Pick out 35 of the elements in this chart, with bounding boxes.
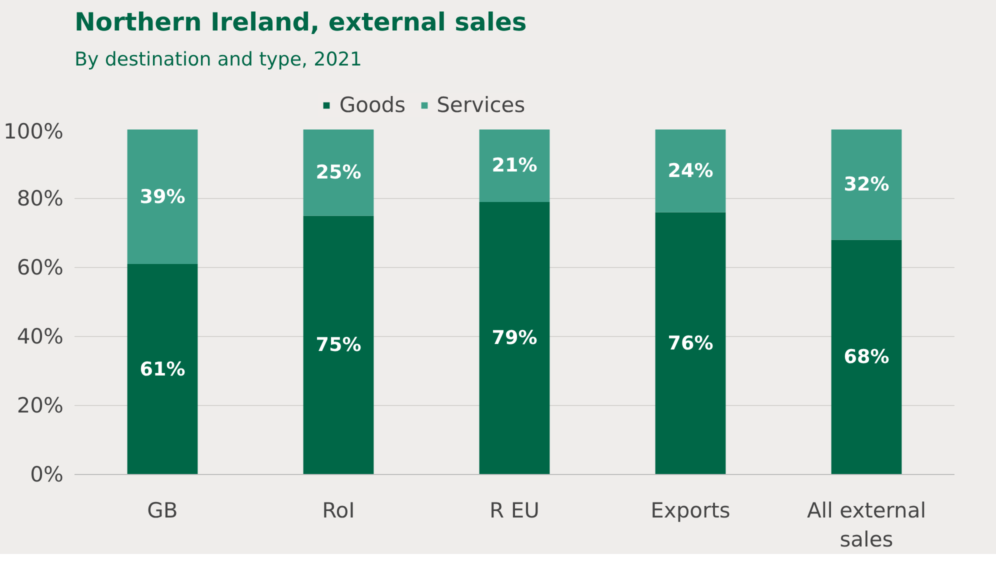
bar — [831, 240, 902, 474]
x-tick-label: All external sales — [806, 498, 926, 552]
y-tick-label: 0% — [30, 462, 64, 486]
data-label: 61% — [140, 358, 186, 380]
x-tick-label: Exports — [650, 498, 730, 522]
y-tick-label: 60% — [16, 256, 64, 280]
y-tick-label: 80% — [16, 186, 64, 210]
bar — [479, 202, 550, 474]
bar — [127, 130, 198, 264]
chart-title: Northern Ireland, external sales — [74, 8, 527, 36]
x-tick-label: RoI — [322, 498, 355, 522]
x-tick-label: GB — [147, 498, 178, 522]
bar — [479, 130, 550, 202]
y-tick-label: 40% — [16, 324, 64, 348]
legend-label: Goods — [339, 93, 406, 117]
bar — [303, 130, 374, 216]
bar — [655, 130, 726, 212]
bar — [127, 264, 198, 474]
y-tick-label: 20% — [16, 394, 64, 418]
data-label: 25% — [316, 162, 362, 184]
data-label: 32% — [844, 174, 890, 196]
data-label: 39% — [140, 186, 186, 208]
legend-label: Services — [436, 93, 526, 117]
bar — [655, 212, 726, 474]
data-label: 68% — [844, 346, 890, 368]
data-label: 79% — [492, 327, 538, 350]
data-label: 76% — [668, 332, 714, 354]
x-tick-label: R EU — [490, 498, 540, 522]
chart-subtitle: By destination and type, 2021 — [74, 48, 362, 70]
bar — [831, 130, 902, 240]
data-label: 21% — [492, 154, 538, 177]
bar — [303, 216, 374, 474]
data-label: 75% — [316, 334, 362, 356]
y-tick-label: 100% — [3, 120, 64, 144]
data-label: 24% — [668, 160, 714, 182]
